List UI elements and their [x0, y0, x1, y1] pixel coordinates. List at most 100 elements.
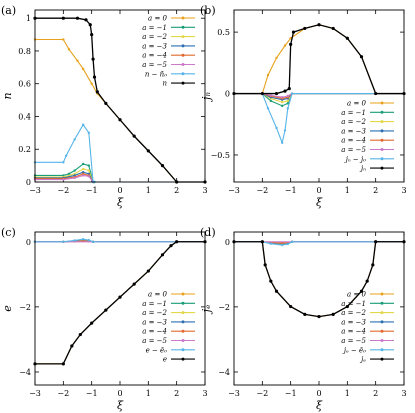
data-point	[283, 89, 287, 93]
legend-marker	[181, 301, 185, 305]
data-point	[70, 344, 74, 348]
x-tick-label: 2	[373, 186, 378, 195]
legend-marker	[181, 339, 185, 342]
data-point	[290, 240, 294, 243]
x-tick-label: −3	[228, 186, 240, 195]
data-point	[73, 239, 76, 242]
x-tick-label: 1	[146, 389, 151, 398]
data-point	[274, 289, 279, 293]
data-point	[280, 100, 284, 104]
data-point	[345, 36, 349, 40]
x-tick-label: −2	[57, 389, 69, 398]
data-point	[91, 240, 95, 243]
x-tick-label: −1	[285, 389, 297, 398]
data-point	[87, 164, 91, 167]
data-point	[289, 304, 293, 309]
legend-label: a = −4	[341, 328, 366, 336]
series-d-7	[232, 240, 406, 319]
y-tick-label: −0.5	[211, 151, 230, 160]
data-point	[303, 312, 307, 316]
series-line	[234, 92, 404, 101]
legend-marker	[380, 129, 384, 133]
data-point	[118, 295, 122, 299]
x-tick-label: −1	[86, 389, 98, 398]
y-axis-label: n	[1, 92, 14, 99]
legend-marker	[181, 357, 185, 361]
legend-marker	[181, 53, 185, 57]
data-point	[76, 59, 79, 62]
data-point	[61, 362, 65, 366]
y-tick-label: 0.2	[18, 145, 31, 154]
plot-frame	[34, 231, 206, 386]
data-point	[275, 126, 278, 130]
data-point	[290, 92, 294, 95]
data-point	[73, 176, 76, 180]
y-tick-label: 0	[225, 238, 230, 247]
x-tick-label: −3	[29, 186, 41, 195]
series-c-7	[33, 240, 207, 366]
y-tick-label: 0.6	[18, 80, 31, 89]
data-point	[91, 57, 95, 61]
x-tick-label: −2	[57, 186, 69, 195]
series-a-6	[33, 123, 207, 184]
legend-label: e − ē₀	[146, 346, 168, 354]
data-point	[260, 240, 264, 244]
series-d-0	[232, 240, 406, 318]
data-point	[84, 18, 88, 22]
data-point	[345, 304, 349, 309]
legend-label: a = 0	[347, 100, 366, 108]
y-axis-label: jₑ	[200, 305, 213, 316]
data-point	[374, 240, 378, 244]
data-point	[132, 134, 136, 138]
x-tick-label: 2	[174, 186, 179, 195]
data-point	[64, 154, 68, 157]
data-point	[280, 141, 284, 144]
legend-label: a = −2	[142, 309, 167, 317]
data-point	[90, 32, 94, 37]
data-point	[359, 55, 364, 59]
plot-frame	[233, 231, 405, 386]
x-axis-label: ξ	[316, 399, 323, 412]
data-point	[87, 175, 91, 178]
legend-marker	[181, 311, 185, 315]
panel-label: (d)	[200, 226, 216, 239]
series-a-0	[33, 38, 207, 184]
data-point	[286, 102, 290, 105]
data-point	[263, 263, 267, 267]
x-axis-label: ξ	[117, 399, 124, 412]
panel-label: (c)	[1, 226, 16, 239]
data-point	[146, 149, 150, 153]
data-point	[286, 94, 290, 98]
data-point	[92, 75, 97, 79]
legend-label: jₙ − j₀	[344, 155, 366, 163]
data-point	[132, 282, 136, 286]
series-line	[234, 241, 404, 318]
legend-marker	[380, 329, 384, 333]
series-line	[234, 24, 404, 95]
data-point	[67, 172, 71, 176]
legend-marker	[380, 110, 384, 114]
y-tick-label: 0.5	[217, 28, 230, 37]
legend-label: a = −5	[341, 146, 366, 154]
legend-label: a = −2	[142, 33, 167, 41]
legend-c: a = 0a = −1a = −2a = −3 a = −4a = −5e − ē…	[142, 291, 195, 364]
data-point	[81, 162, 85, 166]
data-point	[87, 169, 91, 172]
legend-label: jₙ	[359, 165, 366, 173]
data-point	[286, 99, 290, 103]
data-point	[371, 263, 375, 267]
y-tick-label: 0	[26, 178, 31, 187]
y-tick-label: 0.8	[18, 47, 31, 56]
x-tick-label: 0	[316, 186, 321, 195]
data-point	[95, 90, 99, 94]
x-tick-label: −3	[29, 389, 41, 398]
legend-label: a = −1	[341, 300, 366, 308]
data-point	[81, 172, 85, 176]
y-tick-label: 0	[225, 90, 230, 99]
x-axis-label: ξ	[316, 196, 323, 209]
legend-label: a = −4	[142, 328, 167, 336]
legend-label: a = −3	[341, 318, 366, 326]
data-point	[283, 44, 287, 47]
data-point	[280, 243, 284, 247]
